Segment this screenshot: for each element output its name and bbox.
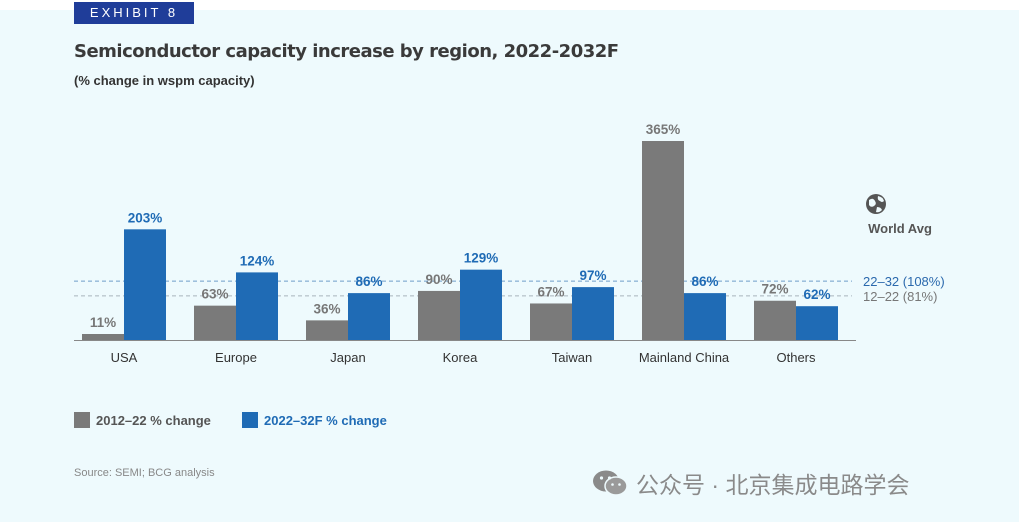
- category-label: Japan: [330, 350, 365, 365]
- bar: [572, 287, 614, 340]
- source-note: Source: SEMI; BCG analysis: [74, 467, 215, 479]
- bar-value-label: 97%: [579, 268, 606, 283]
- bar: [530, 303, 572, 340]
- globe-icon-continents: [869, 196, 884, 213]
- bar: [124, 229, 166, 340]
- category-label: Europe: [215, 350, 257, 365]
- bar: [796, 306, 838, 340]
- category-label: Korea: [443, 350, 478, 365]
- legend-label: 2012–22 % change: [96, 413, 211, 428]
- reference-line-label: 12–22 (81%): [863, 289, 937, 304]
- bar: [642, 141, 684, 340]
- bar: [460, 269, 502, 340]
- bar-value-label: 203%: [128, 210, 163, 225]
- exhibit-label: EXHIBIT 8: [74, 2, 194, 24]
- bar-value-label: 36%: [313, 301, 340, 316]
- chart-subtitle: (% change in wspm capacity): [74, 73, 255, 88]
- wechat-watermark: 公众号 · 北京集成电路学会: [592, 466, 909, 500]
- category-label: Others: [776, 350, 816, 365]
- bar-value-label: 365%: [646, 122, 681, 137]
- legend-swatch: [74, 412, 90, 428]
- legend-swatch: [242, 412, 258, 428]
- bar-value-label: 63%: [201, 287, 228, 302]
- bar: [754, 300, 796, 340]
- bar-value-label: 129%: [464, 251, 499, 266]
- bar-value-label: 86%: [691, 274, 718, 289]
- category-label: USA: [111, 350, 138, 365]
- bar-value-label: 90%: [425, 272, 452, 287]
- bar-value-label: 72%: [761, 282, 788, 297]
- chart-title: Semiconductor capacity increase by regio…: [74, 41, 619, 62]
- bar: [684, 293, 726, 340]
- category-label: Mainland China: [639, 350, 730, 365]
- bar-value-label: 67%: [537, 284, 564, 299]
- bar-value-label: 62%: [803, 287, 830, 302]
- reference-line-label: 22–32 (108%): [863, 274, 945, 289]
- bar-value-label: 11%: [90, 315, 116, 330]
- legend-label: 2022–32F % change: [264, 413, 387, 428]
- bar: [418, 290, 460, 340]
- bar-value-label: 124%: [240, 253, 275, 268]
- bar-value-label: 86%: [355, 274, 382, 289]
- bar: [306, 320, 348, 340]
- wechat-icon: [593, 470, 628, 496]
- category-label: Taiwan: [552, 350, 592, 365]
- top-strip: [0, 0, 1019, 10]
- bar: [82, 334, 124, 340]
- wechat-account-text: 公众号 · 北京集成电路学会: [636, 472, 910, 498]
- bar: [236, 272, 278, 340]
- bar: [348, 293, 390, 340]
- bar: [194, 305, 236, 340]
- world-avg-label: World Avg: [868, 221, 932, 236]
